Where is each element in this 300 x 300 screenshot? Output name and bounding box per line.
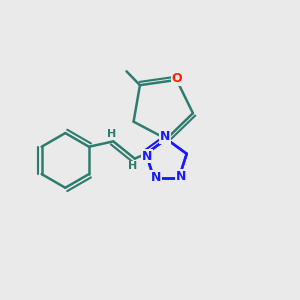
- Text: N: N: [141, 150, 152, 163]
- Text: N: N: [176, 170, 187, 183]
- Text: N: N: [160, 130, 170, 143]
- Text: H: H: [128, 161, 137, 171]
- Text: N: N: [151, 171, 161, 184]
- Text: H: H: [106, 129, 116, 139]
- Text: S: S: [148, 174, 157, 187]
- Text: O: O: [171, 72, 182, 85]
